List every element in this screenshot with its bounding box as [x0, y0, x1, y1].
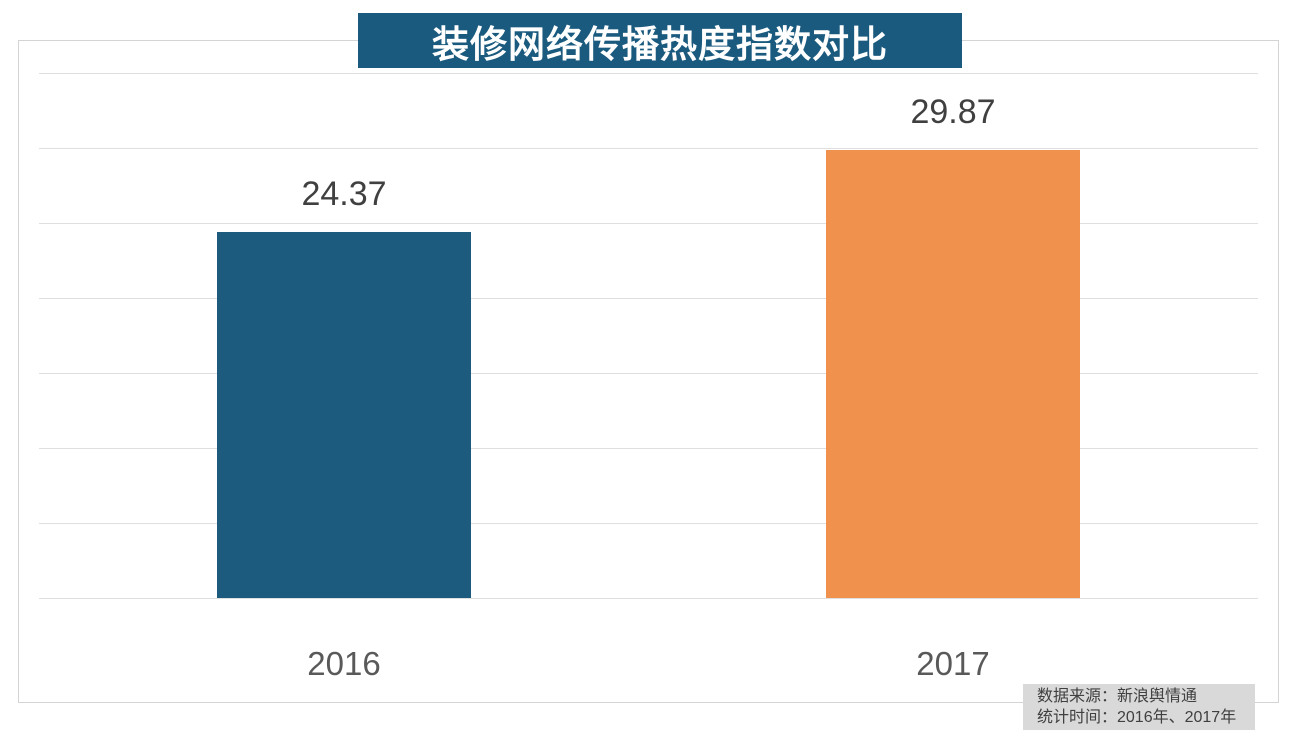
bar-2017	[826, 150, 1080, 598]
gridline	[39, 373, 1258, 374]
source-note-box: 数据来源：新浪舆情通 统计时间：2016年、2017年	[1023, 684, 1255, 730]
gridline	[39, 148, 1258, 149]
value-label-2017: 29.87	[910, 93, 996, 131]
source-note-line-2: 统计时间：2016年、2017年	[1037, 709, 1237, 726]
gridline	[39, 523, 1258, 524]
bar-2016	[217, 232, 471, 598]
gridline	[39, 448, 1258, 449]
gridline	[39, 73, 1258, 74]
plot-border	[18, 40, 1279, 703]
value-label-2016: 24.37	[301, 175, 387, 213]
chart-title-banner: 装修网络传播热度指数对比	[358, 13, 962, 68]
source-note-line-1: 数据来源：新浪舆情通	[1037, 688, 1198, 705]
gridline	[39, 598, 1258, 599]
gridline	[39, 298, 1258, 299]
category-label-2016: 2016	[307, 645, 381, 682]
category-label-2017: 2017	[916, 645, 990, 682]
chart-title: 装修网络传播热度指数对比	[432, 23, 888, 65]
gridline	[39, 223, 1258, 224]
